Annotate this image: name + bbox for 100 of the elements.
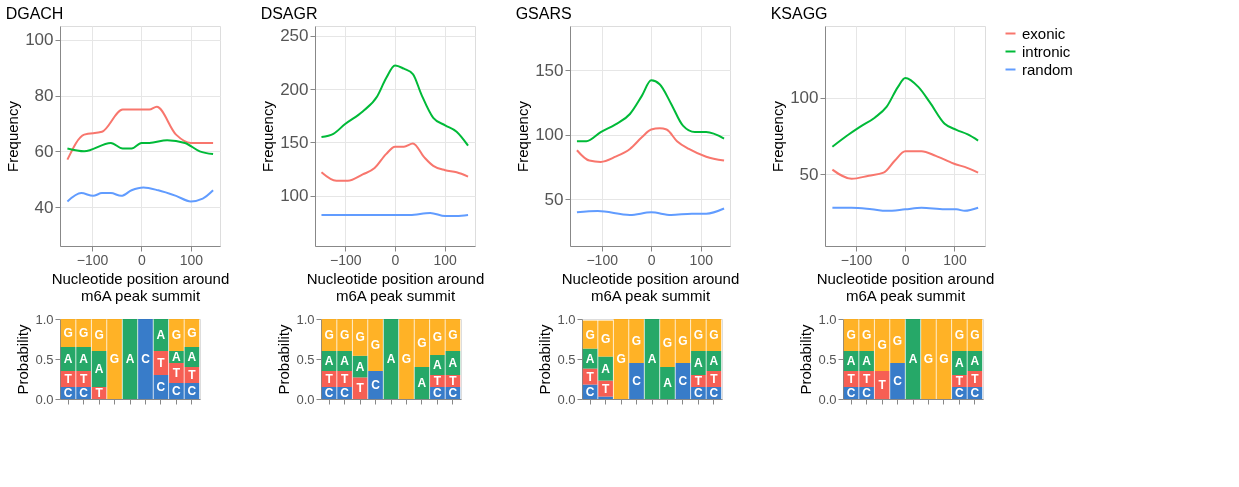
text: T (433, 374, 442, 388)
text: G (109, 352, 120, 366)
text: G (877, 338, 887, 352)
line-series (575, 79, 726, 143)
text: T (188, 368, 196, 382)
text: G (432, 330, 443, 344)
y-tick-label: 100 (280, 186, 309, 206)
y-tick-label: 0.0 (296, 391, 315, 407)
line-series (66, 105, 215, 161)
series-label: A (324, 354, 334, 368)
text: A (694, 356, 703, 370)
text: A (417, 376, 427, 390)
text: T (862, 372, 871, 386)
y-tick-label: 0.5 (296, 351, 315, 367)
y-tick-label: 0.0 (35, 391, 54, 407)
text: T (356, 381, 364, 396)
y-tick-label: 1.0 (35, 311, 54, 327)
text: A (601, 361, 610, 376)
text: G (954, 328, 965, 342)
text: C (187, 384, 197, 398)
x-tick-label: 100 (179, 251, 204, 268)
x-tick-label: 0 (647, 251, 656, 268)
series-label: G (324, 328, 334, 342)
text: A (187, 350, 197, 364)
x-axis-title: Nucleotide position around m6A peak summit (51, 269, 230, 304)
y-axis-title: Probability (536, 323, 554, 395)
text: G (846, 328, 856, 342)
text: A (63, 352, 73, 366)
x-tick-label: 100 (943, 251, 967, 268)
text: A (448, 356, 458, 370)
text: G (709, 328, 719, 342)
series-label: A (585, 351, 595, 366)
y-tick-label: 100 (535, 125, 564, 145)
text: A (125, 352, 135, 366)
y-tick-label: 200 (280, 79, 309, 99)
x-axis-title: Nucleotide position around m6A peak summit (816, 269, 995, 304)
text: C (79, 386, 88, 400)
text: G (616, 352, 626, 366)
bar (629, 363, 644, 399)
y-tick-label: 0.5 (35, 351, 54, 367)
text: C (371, 378, 380, 392)
series-label: G (171, 328, 182, 342)
text: A (79, 352, 88, 366)
x-tick-label: −100 (330, 251, 362, 268)
text: G (417, 336, 427, 350)
bar (383, 319, 399, 399)
y-tick-label: 1.0 (296, 311, 315, 327)
text: C (156, 380, 166, 394)
line-series (831, 150, 980, 180)
line-series (575, 127, 726, 163)
text: G (585, 327, 595, 342)
text: A (355, 359, 365, 374)
text: C (448, 386, 458, 400)
chart-title: GSARS (515, 5, 572, 22)
line-series (66, 186, 215, 203)
text: C (632, 374, 641, 388)
text: G (970, 328, 980, 342)
x-tick-label: 100 (433, 251, 458, 268)
text: C (709, 386, 719, 400)
x-axis-title: Nucleotide position around m6A peak summit (306, 269, 485, 304)
y-tick-label: 100 (25, 30, 54, 50)
bar (368, 371, 383, 399)
text: A (386, 352, 396, 366)
y-tick-label: 80 (34, 86, 54, 106)
x-tick-label: −100 (76, 251, 109, 268)
series-label: G (600, 331, 611, 346)
text: T (710, 372, 718, 386)
text: C (862, 386, 871, 400)
text: G (693, 328, 704, 342)
y-tick-label: 250 (280, 26, 309, 46)
series-label: T (64, 372, 73, 386)
text: A (647, 352, 657, 366)
text: T (601, 381, 610, 396)
text: T (340, 372, 349, 386)
text: A (908, 352, 918, 366)
text: T (95, 386, 103, 400)
text: A (156, 328, 166, 342)
chart-title: DSAGR (260, 5, 318, 22)
legend-label: intronic (1022, 42, 1071, 60)
y-tick-label: 1.0 (818, 311, 837, 327)
x-axis-title: Nucleotide position around m6A peak summit (561, 269, 740, 304)
text: T (79, 372, 88, 386)
y-axis-title: Probability (797, 323, 815, 395)
text: A (955, 356, 964, 370)
y-tick-label: 0.0 (818, 391, 837, 407)
series-label: T (847, 372, 856, 386)
series-label: G (861, 328, 872, 342)
line-series (320, 142, 470, 182)
text: G (370, 338, 381, 352)
text: C (893, 374, 902, 388)
legend-label: random (1022, 60, 1073, 78)
text: T (157, 356, 165, 370)
text: A (94, 362, 104, 376)
y-tick-label: 0.0 (557, 391, 576, 407)
y-axis-title: Probability (275, 323, 293, 395)
series-label: T (325, 372, 334, 386)
text: C (694, 386, 703, 400)
text: G (401, 352, 412, 366)
text: G (939, 352, 949, 366)
text: G (187, 326, 197, 340)
